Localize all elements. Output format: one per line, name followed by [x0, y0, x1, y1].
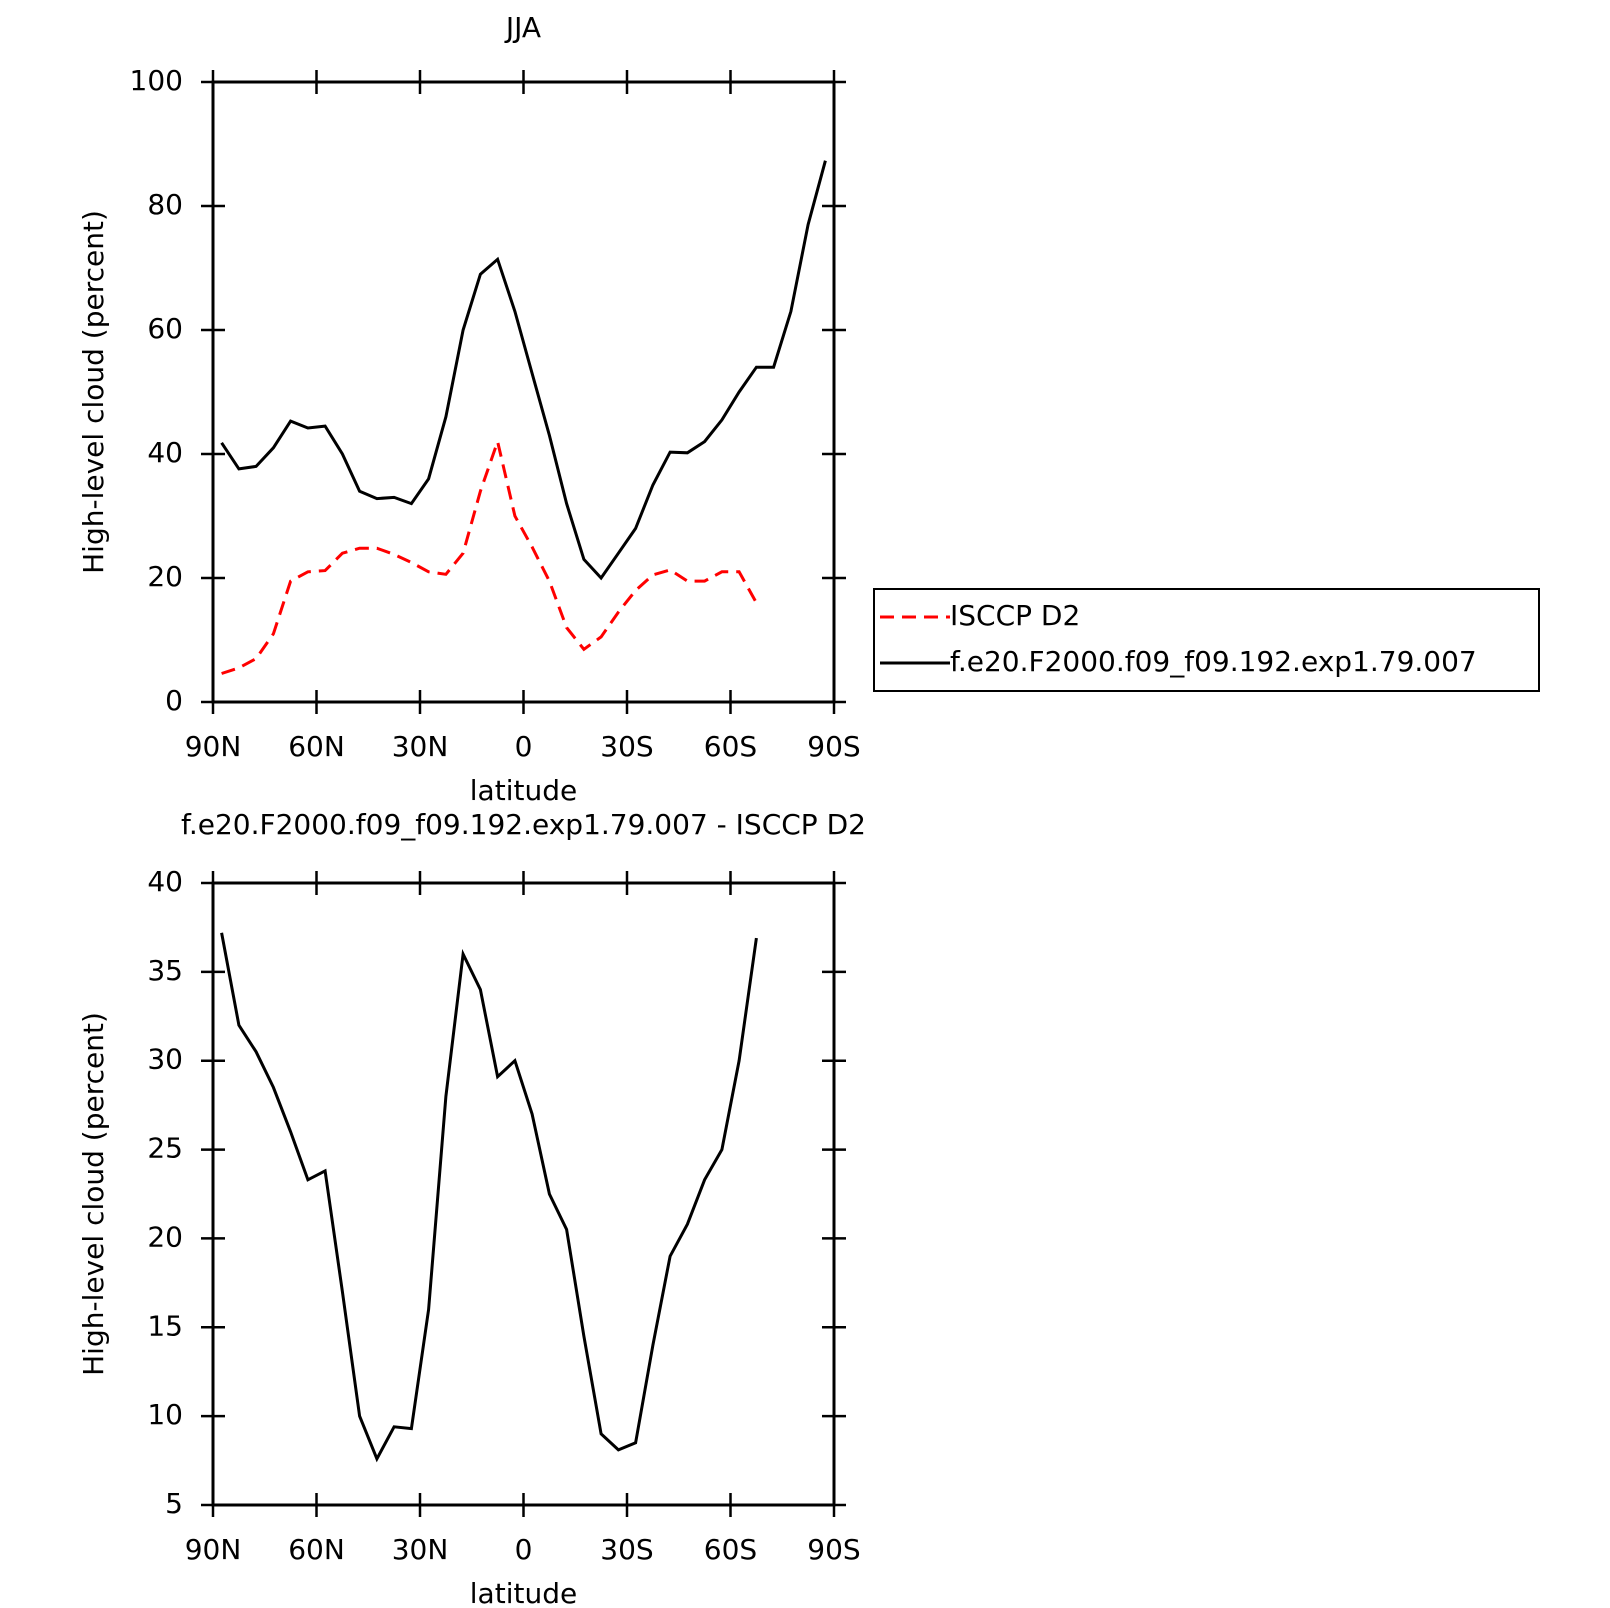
data-line [220, 932, 758, 1463]
legend-label: ISCCP D2 [950, 599, 1080, 632]
x-tick-label: 90N [185, 1533, 242, 1566]
legend-box [873, 588, 1540, 692]
x-tick-label: 60S [704, 1533, 757, 1566]
plot-frame [211, 80, 836, 704]
y-tick-label: 60 [147, 312, 183, 345]
x-tick-label: 30N [392, 1533, 449, 1566]
plot-frame [211, 881, 836, 1507]
x-tick-label: 90S [807, 730, 860, 763]
y-tick-label: 100 [130, 64, 183, 97]
x-tick-label: 90S [807, 1533, 860, 1566]
y-tick-label: 40 [147, 436, 183, 469]
y-tick-label: 30 [147, 1043, 183, 1076]
x-tick-label: 90N [185, 730, 242, 763]
x-tick-label: 30S [600, 1533, 653, 1566]
x-axis-label: latitude [470, 774, 577, 807]
x-tick-label: 0 [515, 1533, 533, 1566]
legend-label: f.e20.F2000.f09_f09.192.exp1.79.007 [950, 645, 1477, 678]
x-tick-label: 60N [288, 730, 345, 763]
y-tick-label: 80 [147, 188, 183, 221]
data-line [220, 160, 827, 581]
x-tick-label: 30N [392, 730, 449, 763]
y-tick-label: 25 [147, 1132, 183, 1165]
y-tick-label: 20 [147, 560, 183, 593]
y-axis-label: High-level cloud (percent) [77, 1012, 110, 1376]
x-tick-label: 60S [704, 730, 757, 763]
y-tick-label: 20 [147, 1220, 183, 1253]
y-tick-label: 0 [165, 684, 183, 717]
data-line [221, 436, 758, 675]
x-tick-label: 30S [600, 730, 653, 763]
x-axis-label: latitude [470, 1577, 577, 1608]
y-axis-label: High-level cloud (percent) [77, 210, 110, 574]
y-tick-label: 5 [165, 1487, 183, 1520]
y-tick-label: 10 [147, 1398, 183, 1431]
chart-title: JJA [504, 11, 541, 44]
y-tick-label: 15 [147, 1309, 183, 1342]
x-tick-label: 0 [515, 730, 533, 763]
y-tick-label: 40 [147, 865, 183, 898]
x-tick-label: 60N [288, 1533, 345, 1566]
chart-title: f.e20.F2000.f09_f09.192.exp1.79.007 - IS… [181, 808, 866, 841]
y-tick-label: 35 [147, 954, 183, 987]
